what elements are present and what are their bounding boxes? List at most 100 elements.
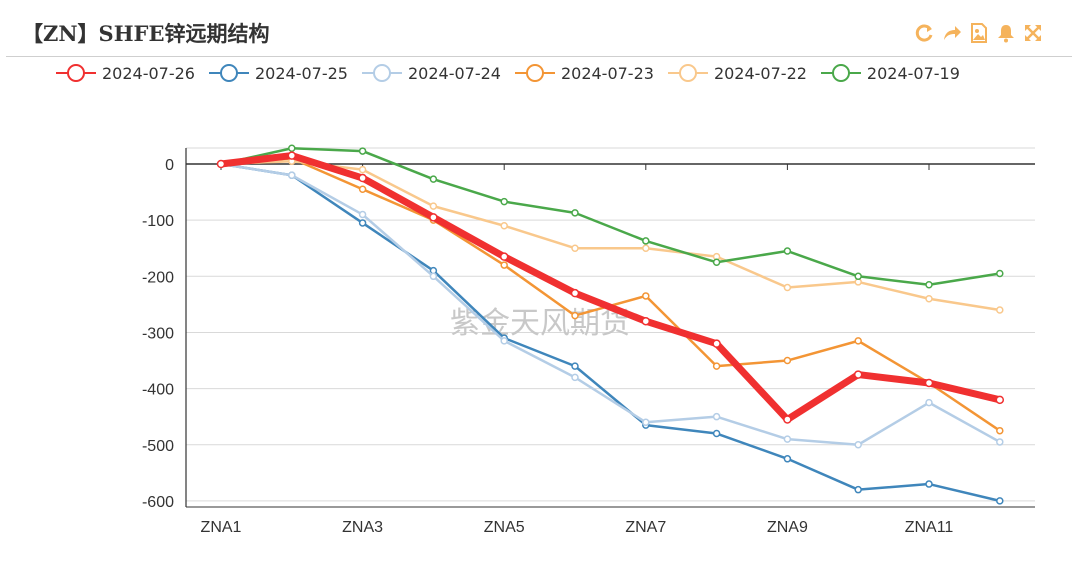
- y-tick-label: -600: [142, 494, 174, 511]
- data-point[interactable]: [358, 173, 367, 183]
- data-point[interactable]: [500, 197, 508, 206]
- legend-label: 2024-07-24: [407, 63, 501, 83]
- data-point[interactable]: [500, 261, 508, 269]
- series-line[interactable]: [219, 147, 1002, 286]
- data-point[interactable]: [642, 418, 650, 427]
- x-tick-label: ZNA11: [905, 519, 954, 536]
- data-point[interactable]: [925, 280, 933, 289]
- series-line[interactable]: [219, 162, 1002, 503]
- legend-item[interactable]: 2024-07-22: [667, 63, 807, 83]
- data-point[interactable]: [854, 337, 862, 345]
- y-tick-label: -200: [142, 269, 174, 286]
- data-point[interactable]: [358, 165, 367, 174]
- data-point[interactable]: [216, 159, 226, 169]
- image-icon[interactable]: [968, 22, 989, 43]
- data-point[interactable]: [642, 244, 650, 252]
- data-point[interactable]: [925, 398, 933, 407]
- chart-toolbar: [914, 22, 1043, 43]
- legend-marker-icon: [56, 64, 96, 82]
- refresh-icon[interactable]: [914, 22, 935, 43]
- data-point[interactable]: [996, 426, 1004, 435]
- data-point[interactable]: [783, 415, 792, 424]
- bell-icon[interactable]: [995, 22, 1016, 43]
- data-point[interactable]: [712, 412, 721, 421]
- data-point[interactable]: [571, 244, 579, 252]
- series-line[interactable]: [217, 152, 1004, 423]
- data-point[interactable]: [712, 429, 721, 438]
- data-point[interactable]: [287, 151, 297, 160]
- legend-label: 2024-07-25: [254, 63, 348, 83]
- x-tick-label: ZNA3: [342, 519, 383, 536]
- y-tick-label: -400: [142, 382, 174, 399]
- data-point[interactable]: [429, 272, 438, 281]
- data-point[interactable]: [853, 370, 863, 379]
- series-line[interactable]: [219, 159, 1002, 312]
- x-tick-label: ZNA9: [767, 519, 808, 536]
- data-point[interactable]: [783, 356, 792, 365]
- data-point[interactable]: [358, 147, 367, 155]
- legend-marker-icon: [667, 64, 708, 82]
- data-point[interactable]: [712, 362, 721, 370]
- data-point[interactable]: [712, 339, 721, 348]
- series-2024-07-26[interactable]: [216, 151, 1005, 424]
- data-point[interactable]: [783, 435, 792, 443]
- expand-icon[interactable]: [1022, 22, 1043, 43]
- legend-item[interactable]: 2024-07-23: [514, 63, 654, 83]
- series-line[interactable]: [219, 157, 1002, 432]
- legend-item[interactable]: 2024-07-24: [361, 63, 501, 83]
- series-2024-07-23[interactable]: [217, 154, 1004, 435]
- data-point[interactable]: [358, 185, 367, 194]
- data-point[interactable]: [500, 222, 508, 230]
- legend-marker-icon: [514, 64, 555, 82]
- data-point[interactable]: [924, 378, 934, 388]
- data-point[interactable]: [358, 219, 367, 227]
- data-point[interactable]: [288, 171, 296, 179]
- data-point[interactable]: [854, 441, 862, 449]
- data-point[interactable]: [712, 258, 721, 267]
- data-point[interactable]: [358, 210, 367, 219]
- y-tick-label: -100: [142, 213, 174, 230]
- data-point[interactable]: [499, 252, 509, 261]
- legend-item[interactable]: 2024-07-25: [208, 63, 348, 83]
- data-point[interactable]: [783, 247, 792, 255]
- data-point[interactable]: [500, 337, 508, 345]
- data-point[interactable]: [641, 316, 651, 326]
- data-point[interactable]: [571, 209, 579, 217]
- series-2024-07-24[interactable]: [217, 160, 1004, 449]
- chart-legend: 2024-07-26 2024-07-25 2024-07-24 2024-07-23…: [56, 61, 974, 85]
- data-point[interactable]: [642, 292, 650, 300]
- watermark-text: 紫金天风期货: [450, 306, 630, 341]
- data-point[interactable]: [854, 485, 862, 494]
- data-point[interactable]: [996, 306, 1004, 314]
- legend-item[interactable]: 2024-07-26: [56, 63, 195, 83]
- data-point[interactable]: [995, 395, 1005, 405]
- y-tick-label: -500: [142, 438, 174, 455]
- data-point[interactable]: [642, 237, 650, 245]
- data-point[interactable]: [783, 455, 792, 463]
- data-point[interactable]: [571, 311, 579, 320]
- title-divider: [6, 56, 1072, 57]
- data-point[interactable]: [925, 295, 933, 303]
- data-point[interactable]: [925, 480, 933, 488]
- y-tick-label: 0: [165, 157, 174, 174]
- share-icon[interactable]: [941, 22, 962, 43]
- x-tick-label: ZNA5: [484, 519, 525, 536]
- data-point[interactable]: [996, 269, 1004, 278]
- data-point[interactable]: [429, 213, 438, 222]
- x-tick-label: ZNA1: [201, 519, 242, 536]
- legend-marker-icon: [208, 64, 249, 82]
- data-point[interactable]: [783, 283, 792, 292]
- data-point[interactable]: [288, 144, 296, 153]
- series-line[interactable]: [219, 162, 1002, 446]
- data-point[interactable]: [571, 373, 579, 382]
- data-point[interactable]: [996, 438, 1004, 446]
- series-2024-07-22[interactable]: [217, 157, 1004, 314]
- data-point[interactable]: [570, 288, 580, 298]
- data-point[interactable]: [996, 497, 1004, 505]
- data-point[interactable]: [429, 175, 438, 183]
- legend-item[interactable]: 2024-07-19: [820, 63, 960, 83]
- data-point[interactable]: [854, 272, 862, 281]
- data-point[interactable]: [571, 362, 579, 370]
- data-point[interactable]: [429, 202, 438, 210]
